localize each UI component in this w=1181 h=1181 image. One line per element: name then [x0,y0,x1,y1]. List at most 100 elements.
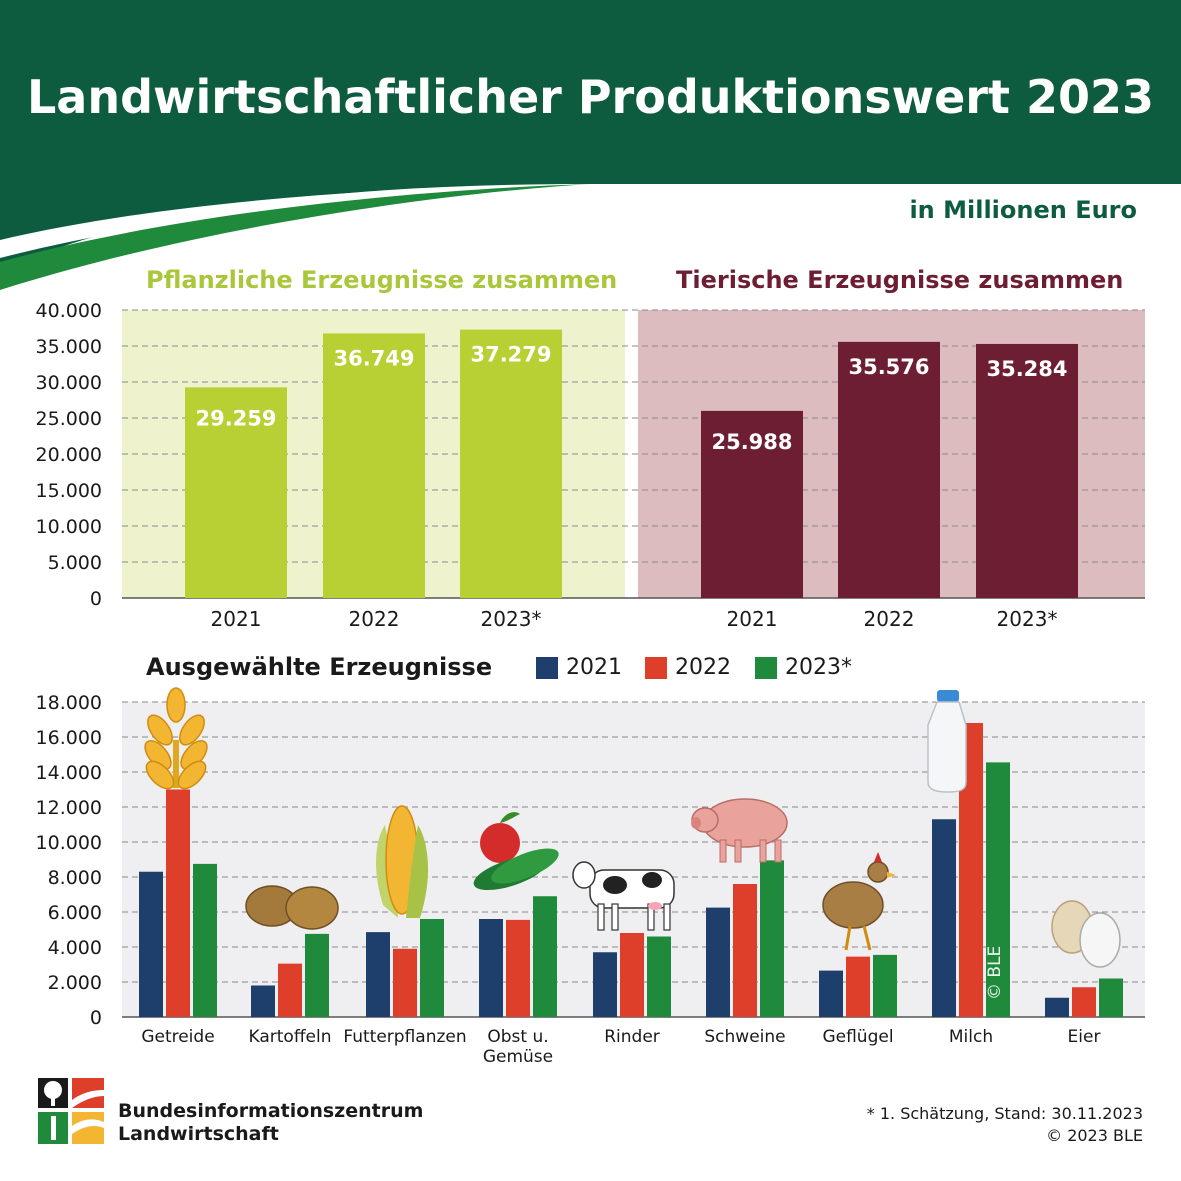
org-line-2: Landwirtschaft [118,1123,279,1145]
bar-kartoffeln-2023 [305,933,329,1017]
legend-swatch-2022 [645,656,667,679]
bottom-y-tick-label: 16.000 [36,727,102,749]
top-y-tick-label: 40.000 [36,300,102,322]
legend-label-2023: 2023* [785,655,852,680]
bar-geflügel-2022 [846,956,870,1017]
animal-bar-2023 [976,343,1078,598]
plant-bar-2023 [460,329,562,598]
bottom-y-tick-label: 18.000 [36,692,102,714]
plant-panel-title: Pflanzliche Erzeugnisse zusammen [146,266,618,294]
eggs-icon [1051,900,1121,968]
x-tick-label: Geflügel [822,1027,893,1047]
x-tick-label: Schweine [704,1027,785,1047]
legend-item-2022: 2022 [645,655,731,680]
bar-eier-2022 [1072,987,1096,1017]
bar-getreide-2021 [139,871,163,1017]
legend-item-2021: 2021 [536,655,622,680]
bar-schweine-2021 [706,907,730,1017]
header-swoosh-green [0,184,590,290]
wheat-icon [144,687,208,790]
top-y-tick-label: 20.000 [36,444,102,466]
bar-eier-2023 [1099,978,1123,1017]
bottom-y-tick-label: 2.000 [48,972,102,994]
plant-bar-2021 [185,387,287,598]
bottom-y-tick-label: 14.000 [36,762,102,784]
milk-bottle-icon [927,690,967,793]
bar-futterpflanzen-2021 [366,932,390,1017]
x-tick-label: Rinder [604,1027,660,1047]
top-y-tick-label: 25.000 [36,408,102,430]
organisation-name: Bundesinformationszentrum Landwirtschaft [118,1100,423,1146]
chicken-icon [822,852,896,951]
bar-obst-u-gemüse-2022 [506,919,530,1017]
legend-item-2023: 2023* [755,655,852,680]
footnote-estimate: * 1. Schätzung, Stand: 30.11.2023 [866,1104,1143,1123]
animal-x-tick-label: 2022 [864,607,915,631]
top-y-tick-label: 15.000 [36,480,102,502]
selected-products-title: Ausgewählte Erzeugnisse [146,653,493,681]
bar-geflügel-2023 [873,954,897,1017]
bar-schweine-2022 [733,884,757,1017]
plant-value-label: 37.279 [470,343,551,367]
bar-eier-2021 [1045,997,1069,1017]
top-y-tick-label: 30.000 [36,372,102,394]
bar-futterpflanzen-2022 [393,948,417,1017]
top-y-tick-label: 5.000 [48,552,102,574]
bar-rinder-2021 [593,952,617,1017]
bar-schweine-2023 [760,860,784,1017]
bar-obst-u-gemüse-2021 [479,919,503,1017]
legend-swatch-2023 [755,656,777,679]
bar-getreide-2022 [166,789,190,1017]
cow-icon [572,861,675,931]
animal-value-label: 25.988 [711,430,792,454]
plant-x-tick-label: 2021 [211,607,262,631]
bar-kartoffeln-2022 [278,963,302,1017]
logo-field-stripe [72,1090,104,1108]
bar-rinder-2022 [620,933,644,1017]
header-swoosh-light [0,184,590,258]
x-tick-label: Getreide [141,1027,214,1047]
bar-obst-u-gemüse-2023 [533,896,557,1017]
bar-futterpflanzen-2023 [420,919,444,1017]
bottom-y-tick-label: 10.000 [36,832,102,854]
x-tick-label: Eier [1068,1027,1101,1047]
fruit-vegetable-icon [473,812,559,891]
animal-value-label: 35.284 [986,357,1067,381]
bar-getreide-2023 [193,863,217,1017]
pig-icon [691,798,788,863]
x-tick-label: Obst u. [487,1027,548,1047]
logo-wave [72,1119,104,1134]
bzl-logo [38,1078,104,1144]
logo-tree-trunk [51,1094,55,1106]
header-banner [0,0,1181,290]
footnote-copyright: © 2023 BLE [1046,1126,1143,1145]
legend-swatch-2021 [536,656,558,679]
plant-bar-2022 [323,333,425,598]
x-tick-label: Futterpflanzen [343,1027,466,1047]
plant-value-label: 29.259 [195,406,276,430]
animal-x-tick-label: 2021 [727,607,778,631]
plant-x-tick-label: 2022 [349,607,400,631]
x-tick-label: Milch [949,1027,993,1047]
bottom-y-tick-label: 8.000 [48,867,102,889]
bottom-y-tick-label: 12.000 [36,797,102,819]
bar-milch-2021 [932,819,956,1017]
animal-bar-2021 [701,410,803,598]
bottom-y-tick-label: 0 [90,1007,102,1029]
logo-tree-crown [44,1081,62,1099]
header-background [0,0,1181,272]
unit-label: in Millionen Euro [909,196,1137,224]
legend-label-2022: 2022 [675,655,731,680]
org-line-1: Bundesinformationszentrum [118,1100,424,1122]
x-tick-label-line2: Gemüse [483,1047,553,1067]
bar-geflügel-2021 [819,970,843,1017]
bottom-y-tick-label: 6.000 [48,902,102,924]
top-y-tick-label: 35.000 [36,336,102,358]
x-tick-label: Kartoffeln [249,1027,332,1047]
ble-watermark: © BLE [985,945,1005,1000]
potato-icon [245,885,339,930]
corn-icon [376,805,429,918]
plant-value-label: 36.749 [333,346,414,370]
